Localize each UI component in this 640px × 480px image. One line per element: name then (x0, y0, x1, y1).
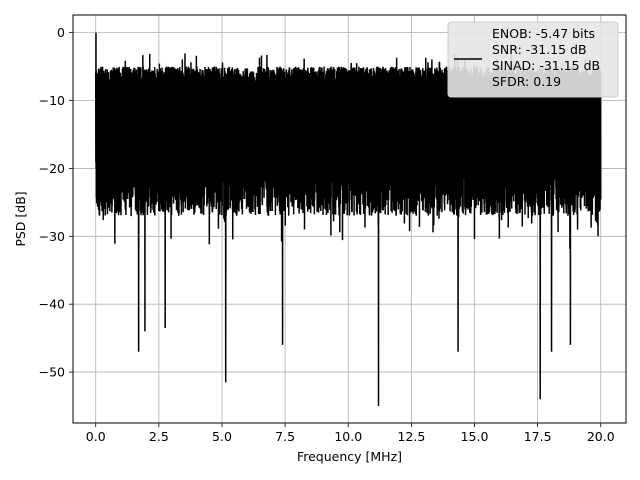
legend-sinad: SINAD: -31.15 dB (492, 58, 600, 73)
x-axis-ticks: 0.0 2.5 5.0 7.5 10.0 12.5 15.0 17.5 20.0 (86, 423, 615, 444)
x-tick-label-2: 5.0 (212, 429, 232, 444)
y-tick-label-4: −40 (39, 297, 65, 312)
legend-snr: SNR: -31.15 dB (492, 42, 587, 57)
x-tick-label-7: 17.5 (524, 429, 552, 444)
x-axis-label: Frequency [MHz] (297, 449, 402, 464)
x-tick-label-3: 7.5 (275, 429, 295, 444)
y-axis-ticks: 0 −10 −20 −30 −40 −50 (39, 25, 73, 380)
psd-series-line (94, 32, 602, 407)
y-tick-label-1: −10 (39, 93, 65, 108)
legend-box (447, 21, 619, 98)
x-tick-label-8: 20.0 (587, 429, 615, 444)
y-tick-label-5: −50 (39, 365, 65, 380)
y-tick-label-3: −30 (39, 229, 65, 244)
y-axis-label: PSD [dB] (13, 191, 28, 246)
x-tick-label-1: 2.5 (149, 429, 169, 444)
plot-area (94, 32, 602, 407)
legend-enob: ENOB: -5.47 bits (492, 26, 595, 41)
x-tick-label-0: 0.0 (86, 429, 106, 444)
legend-sfdr: SFDR: 0.19 (492, 74, 561, 89)
legend: ENOB: -5.47 bits SNR: -31.15 dB SINAD: -… (447, 21, 619, 98)
axes-frame (72, 14, 627, 424)
y-tick-label-2: −20 (39, 161, 65, 176)
x-tick-label-5: 12.5 (397, 429, 425, 444)
x-tick-label-4: 10.0 (334, 429, 362, 444)
x-tick-label-6: 15.0 (461, 429, 489, 444)
y-tick-label-0: 0 (57, 25, 65, 40)
